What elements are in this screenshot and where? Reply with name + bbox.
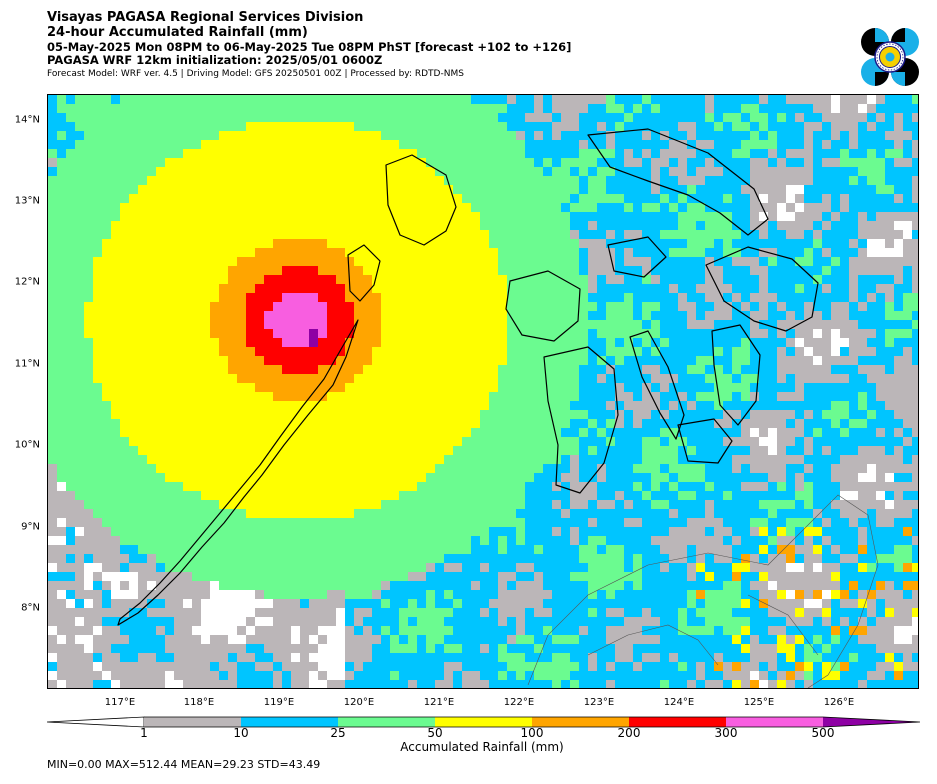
lon-label-123e: 123°E — [583, 697, 615, 708]
colorbar-segment-50-100 — [435, 717, 532, 727]
coastline-negros — [543, 346, 619, 494]
statistics-line: MIN=0.00 MAX=512.44 MEAN=29.23 STD=43.49 — [47, 758, 321, 771]
colorbar-segment-200-300 — [629, 717, 726, 727]
colorbar-tick-50: 50 — [427, 726, 443, 740]
colorbar-tick-500: 500 — [811, 726, 835, 740]
coastline-mindoro — [385, 154, 457, 246]
lon-label-120e: 120°E — [343, 697, 375, 708]
colorbar-segment-100-200 — [532, 717, 629, 727]
office-title: Visayas PAGASA Regional Services Divisio… — [47, 10, 364, 25]
colorbar-segment-300-500 — [726, 717, 823, 727]
rainfall-grid-canvas — [48, 95, 918, 688]
lat-label-8n: 8°N — [21, 602, 40, 614]
title-block: Visayas PAGASA Regional Services Divisio… — [47, 10, 571, 79]
lat-label-12n: 12°N — [14, 276, 40, 288]
lon-label-118e: 118°E — [183, 697, 215, 708]
coastline-bohol — [677, 418, 733, 464]
colorbar-tick-100: 100 — [520, 726, 544, 740]
lat-label-11n: 11°N — [14, 358, 40, 370]
pagasa-seal-icon — [860, 27, 920, 87]
pagasa-seal-graphic — [861, 28, 919, 86]
colorbar-segment-10-25 — [241, 717, 338, 727]
rainfall-map[interactable] — [47, 94, 919, 689]
rainfall-grid — [48, 95, 918, 688]
colorbar-tick-1: 1 — [140, 726, 148, 740]
coastline-samar — [705, 246, 819, 332]
coastline-cebu — [629, 330, 685, 440]
lon-label-117e: 117°E — [104, 697, 136, 708]
colorbar — [46, 716, 921, 728]
lon-label-121e: 121°E — [423, 697, 455, 708]
lat-label-13n: 13°N — [14, 195, 40, 207]
colorbar-segment-1-10 — [144, 717, 241, 727]
coastline-layer — [117, 128, 819, 626]
colorbar-label: Accumulated Rainfall (mm) — [400, 740, 564, 754]
model-info: Forecast Model: WRF ver. 4.5 | Driving M… — [47, 68, 464, 79]
seal-center — [885, 52, 895, 62]
product-title: 24-hour Accumulated Rainfall (mm) — [47, 25, 308, 41]
colorbar-segment-25-50 — [338, 717, 435, 727]
lat-label-9n: 9°N — [21, 521, 40, 533]
coastline-leyte — [711, 324, 761, 426]
colorbar-tick-25: 25 — [330, 726, 346, 740]
coastline-calamian — [347, 244, 381, 302]
valid-period: 05-May-2025 Mon 08PM to 06-May-2025 Tue … — [47, 39, 572, 54]
mindanao-outline — [527, 494, 879, 688]
lon-label-124e: 124°E — [663, 697, 695, 708]
coastline-palawan — [117, 319, 359, 626]
colorbar-tick-200: 200 — [617, 726, 641, 740]
lat-label-10n: 10°N — [14, 439, 40, 451]
lon-label-125e: 125°E — [743, 697, 775, 708]
lon-label-126e: 126°E — [823, 697, 855, 708]
lon-label-119e: 119°E — [263, 697, 295, 708]
colorbar-segment-lt1 — [46, 716, 145, 728]
colorbar-segment-gt500 — [823, 717, 920, 727]
coastline-panay — [505, 270, 581, 342]
coastline-masbate — [607, 236, 667, 278]
model-initialization: PAGASA WRF 12km initialization: 2025/05/… — [47, 53, 383, 68]
colorbar-tick-10: 10 — [233, 726, 249, 740]
lon-label-122e: 122°E — [503, 697, 535, 708]
coastline-bicol — [587, 128, 769, 236]
lat-label-14n: 14°N — [14, 114, 40, 126]
colorbar-tick-300: 300 — [714, 726, 738, 740]
